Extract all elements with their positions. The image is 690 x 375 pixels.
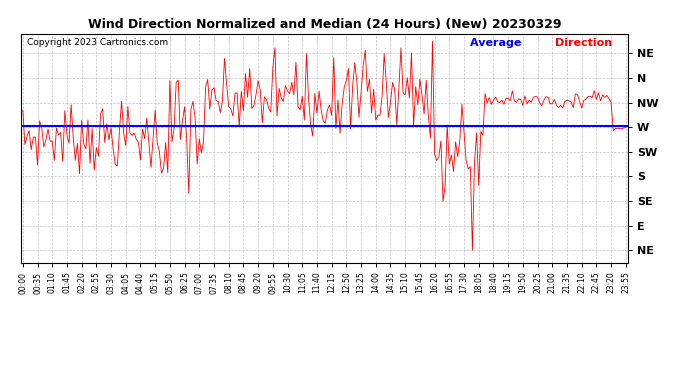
Text: Average: Average — [470, 38, 525, 48]
Text: Direction: Direction — [555, 38, 612, 48]
Text: Copyright 2023 Cartronics.com: Copyright 2023 Cartronics.com — [27, 38, 168, 47]
Title: Wind Direction Normalized and Median (24 Hours) (New) 20230329: Wind Direction Normalized and Median (24… — [88, 18, 561, 31]
